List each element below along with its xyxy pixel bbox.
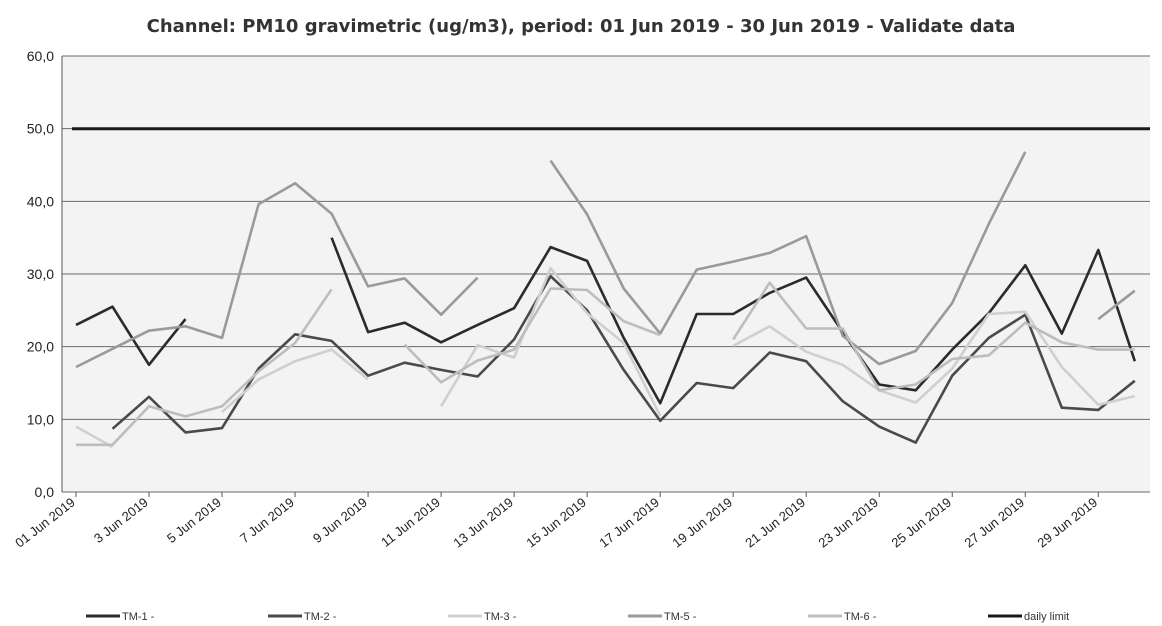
x-tick-label: 25 Jun 2019	[888, 495, 954, 551]
x-tick-label: 7 Jun 2019	[237, 495, 297, 546]
legend-label: daily limit	[1024, 611, 1069, 623]
legend-label: TM-3 -	[484, 611, 517, 623]
series-line-tm-6	[76, 281, 1135, 447]
x-tick-label: 11 Jun 2019	[378, 495, 443, 550]
y-tick-label: 0,0	[35, 484, 55, 500]
x-tick-label: 21 Jun 2019	[742, 495, 808, 551]
legend: TM-1 - TM-2 - TM-3 - TM-5 - TM-6 - daily limi…	[86, 611, 1069, 623]
legend-label: TM-6 -	[844, 611, 877, 623]
x-tick-label: 27 Jun 2019	[961, 495, 1027, 551]
x-tick-label: 15 Jun 2019	[523, 495, 589, 551]
series-line-tm-5	[75, 151, 1136, 369]
series-line-tm-3	[75, 266, 1136, 449]
legend-label: TM-1 -	[122, 611, 155, 623]
series-line-tm-1	[75, 237, 1137, 405]
x-tick-label: 17 Jun 2019	[596, 495, 662, 551]
x-tick-label: 19 Jun 2019	[669, 495, 735, 551]
legend-label: TM-2 -	[304, 611, 337, 623]
y-tick-label: 30,0	[27, 266, 54, 282]
series-line-tm-2	[111, 274, 1136, 444]
y-tick-label: 50,0	[27, 121, 54, 137]
x-tick-label: 13 Jun 2019	[450, 495, 516, 551]
x-tick-label: 01 Jun 2019	[12, 495, 78, 551]
x-tick-label: 3 Jun 2019	[91, 495, 151, 546]
x-tick-label: 5 Jun 2019	[164, 495, 224, 546]
y-tick-label: 60,0	[27, 48, 54, 64]
y-tick-label: 10,0	[27, 411, 54, 427]
y-tick-label: 40,0	[27, 193, 54, 209]
x-tick-label: 29 Jun 2019	[1034, 495, 1100, 551]
chart-title: Channel: PM10 gravimetric (ug/m3), perio…	[146, 16, 1016, 37]
y-tick-label: 20,0	[27, 339, 54, 355]
series-lines	[72, 127, 1150, 449]
legend-label: TM-5 -	[664, 611, 697, 623]
x-tick-label: 23 Jun 2019	[815, 495, 881, 551]
gridlines	[62, 55, 1150, 493]
x-tick-label: 9 Jun 2019	[310, 495, 370, 546]
